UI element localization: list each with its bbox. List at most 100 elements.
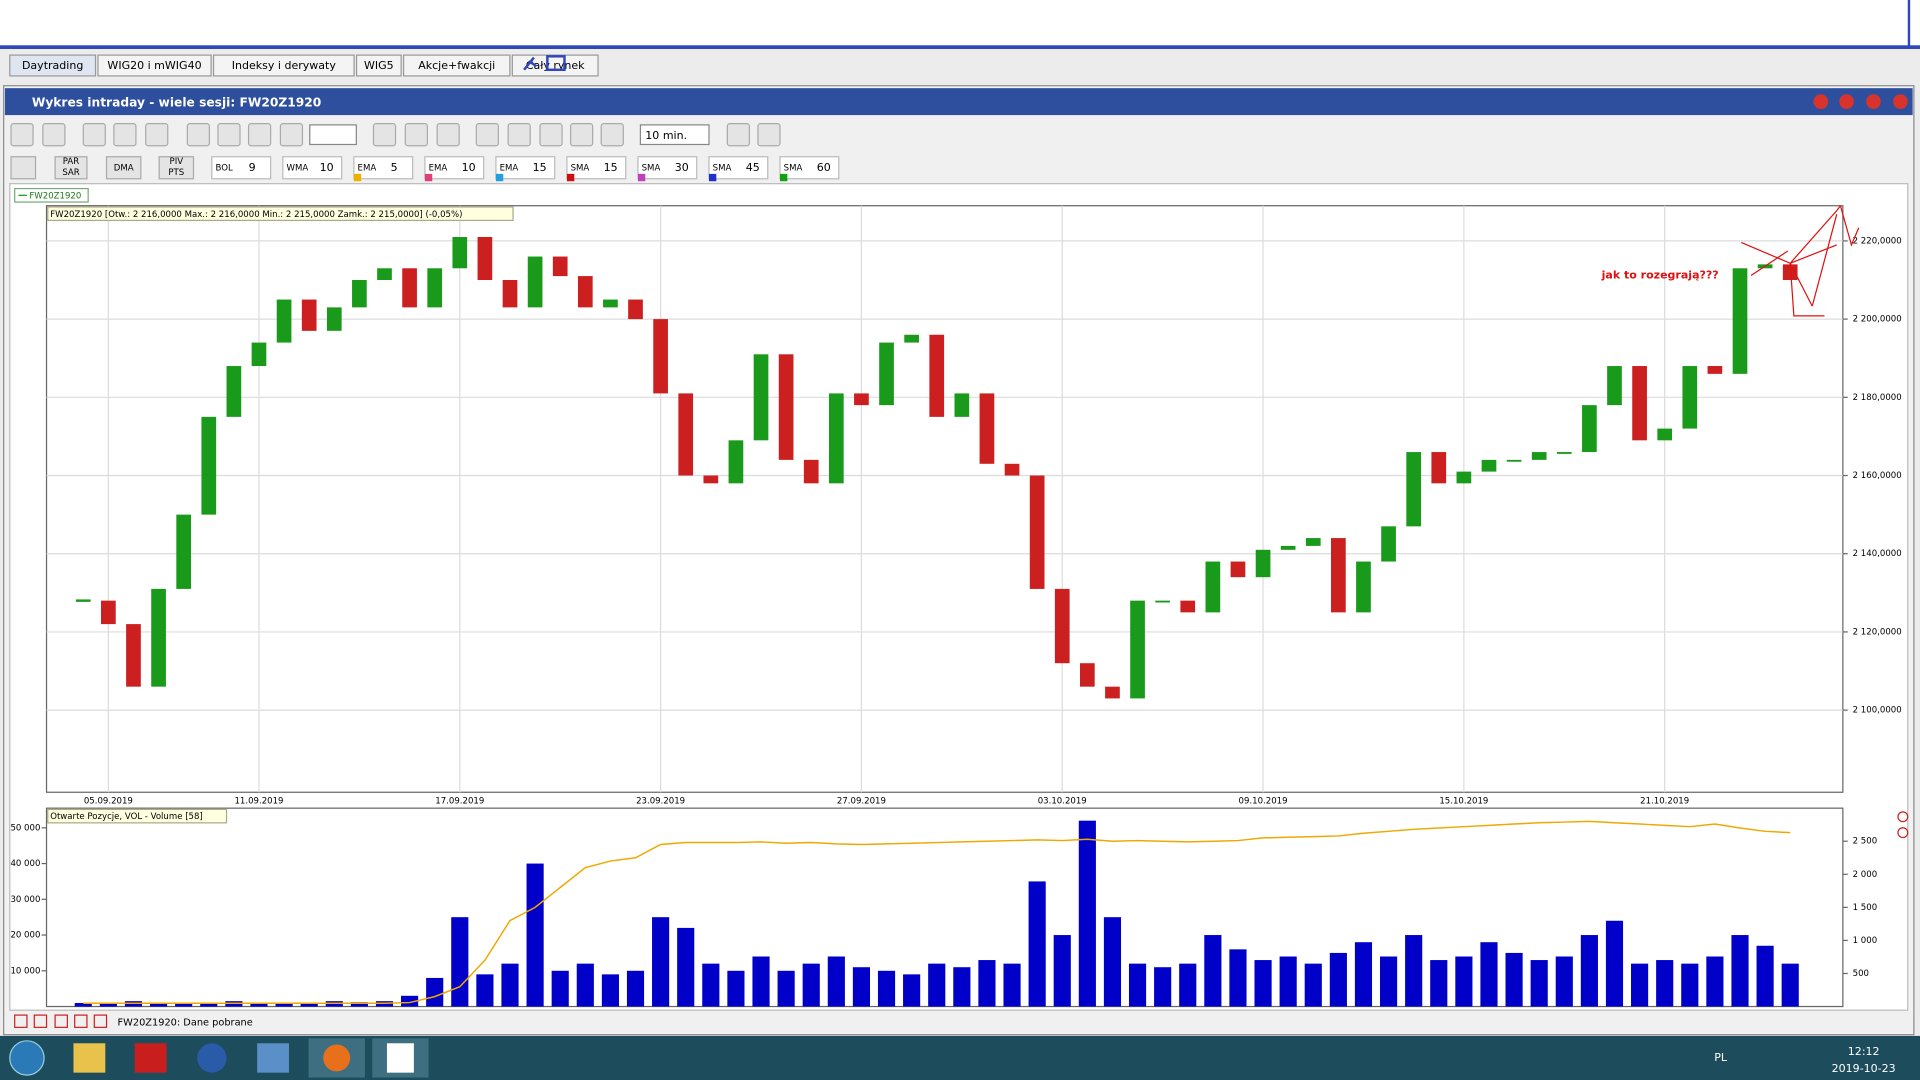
indicator-value[interactable]: 30 [675, 161, 689, 174]
status-icon[interactable] [93, 1014, 108, 1028]
tab-label[interactable]: WIG20 i mWIG40 [107, 59, 201, 72]
tool-button[interactable] [570, 123, 594, 147]
taskbar-app[interactable] [73, 1043, 106, 1073]
tab[interactable] [9, 54, 97, 77]
indicator-name[interactable]: SMA [784, 163, 803, 173]
indicator-value[interactable]: 60 [817, 161, 831, 174]
candle [1331, 538, 1346, 613]
indicator-value[interactable]: 15 [604, 161, 618, 174]
tab-bar: Daytrading WIG20 i mWIG40 Indeksy i derywa… [9, 54, 599, 77]
tab-label[interactable]: Daytrading [22, 59, 83, 72]
tab-label[interactable]: Akcje+fwakcji [418, 59, 495, 72]
app-icon [386, 1043, 414, 1073]
candle [954, 393, 970, 417]
tool-button[interactable] [145, 123, 169, 147]
indicator-name[interactable]: BOL [216, 163, 233, 173]
indicator-box[interactable] [779, 156, 840, 180]
taskbar-app[interactable] [197, 1043, 227, 1073]
status-icon[interactable] [54, 1014, 68, 1028]
interval-select[interactable] [639, 124, 710, 146]
indicator-box[interactable] [708, 156, 769, 180]
period-select[interactable] [309, 124, 357, 146]
indicator-box[interactable] [282, 156, 343, 180]
indicator-value[interactable]: 15 [533, 161, 547, 174]
indicator-name[interactable]: EMA [429, 163, 448, 173]
candle [1707, 366, 1723, 374]
taskbar-app[interactable] [257, 1043, 289, 1073]
tool-button[interactable] [404, 123, 428, 147]
indicator-name[interactable]: SMA [571, 163, 590, 173]
interval-label[interactable]: 10 min. [645, 129, 687, 142]
tool-button[interactable] [217, 123, 241, 147]
language-indicator[interactable]: PL [1714, 1051, 1728, 1064]
x-tick-label: 15.10.2019 [1439, 796, 1488, 806]
clock-time[interactable]: 12:12 [1848, 1045, 1880, 1058]
tool-button[interactable] [247, 123, 272, 147]
tool-button[interactable] [600, 123, 624, 147]
tool-button[interactable] [113, 123, 137, 147]
maximize-icon[interactable] [546, 55, 566, 72]
indicator-value[interactable]: 45 [746, 161, 760, 174]
tab[interactable] [355, 54, 402, 77]
tool-button[interactable] [279, 123, 304, 147]
minimize-button[interactable] [1839, 94, 1854, 109]
button-label[interactable]: PAR [63, 157, 79, 167]
close-button[interactable] [1893, 94, 1908, 109]
panel-settings[interactable] [1897, 827, 1909, 839]
pin-icon[interactable] [523, 56, 538, 71]
indicator-box[interactable] [637, 156, 698, 180]
button-label[interactable]: PTS [168, 168, 184, 178]
tab-label[interactable]: WIG5 [364, 59, 394, 72]
volume-bar [1204, 935, 1222, 1007]
tab-label[interactable]: Indeksy i derywaty [232, 59, 337, 72]
tool-button[interactable] [436, 123, 460, 147]
panel-close[interactable] [1897, 811, 1909, 823]
button[interactable] [158, 156, 195, 180]
settings-button[interactable] [1813, 94, 1829, 109]
tool-button[interactable] [726, 123, 750, 147]
tool-button[interactable] [10, 123, 34, 147]
tab-label[interactable]: Cały rynek [526, 59, 585, 72]
button-label[interactable]: DMA [114, 163, 134, 173]
indicator-icon[interactable] [10, 156, 37, 180]
tool-button[interactable] [372, 123, 397, 147]
tab[interactable] [97, 54, 212, 77]
indicator-value[interactable]: 9 [249, 161, 256, 174]
status-icon[interactable] [74, 1014, 88, 1028]
tool-button[interactable] [475, 123, 499, 147]
indicator-name[interactable]: EMA [500, 163, 519, 173]
button[interactable] [54, 156, 88, 180]
indicator-box[interactable] [211, 156, 272, 180]
indicator-box[interactable] [495, 156, 556, 180]
indicator-box[interactable] [353, 156, 414, 180]
indicator-name[interactable]: SMA [713, 163, 732, 173]
tool-button[interactable] [186, 123, 210, 147]
button[interactable] [105, 156, 142, 180]
tool-button[interactable] [539, 123, 563, 147]
start-button[interactable] [9, 1040, 45, 1076]
tool-button[interactable] [507, 123, 531, 147]
tab[interactable] [402, 54, 511, 77]
indicator-value[interactable]: 10 [462, 161, 476, 174]
indicator-box[interactable] [424, 156, 485, 180]
status-icon[interactable] [33, 1014, 48, 1028]
indicator-name[interactable]: EMA [358, 163, 377, 173]
indicator-name[interactable]: WMA [287, 163, 309, 173]
status-icon[interactable] [14, 1014, 28, 1028]
candle [1356, 561, 1371, 613]
candle [753, 354, 769, 441]
restore-button[interactable] [1866, 94, 1881, 109]
indicator-name[interactable]: SMA [642, 163, 661, 173]
taskbar-app[interactable] [134, 1043, 167, 1073]
indicator-box[interactable] [566, 156, 627, 180]
indicator-value[interactable]: 5 [391, 161, 398, 174]
button-label[interactable]: PIV [170, 157, 184, 167]
tool-button[interactable] [757, 123, 781, 147]
candle [226, 366, 242, 417]
button-label[interactable]: SAR [62, 168, 79, 178]
clock-date[interactable]: 2019-10-23 [1832, 1062, 1896, 1075]
indicator-value[interactable]: 10 [320, 161, 334, 174]
tool-button[interactable] [82, 123, 106, 147]
tab[interactable] [212, 54, 355, 77]
tool-button[interactable] [42, 123, 66, 147]
